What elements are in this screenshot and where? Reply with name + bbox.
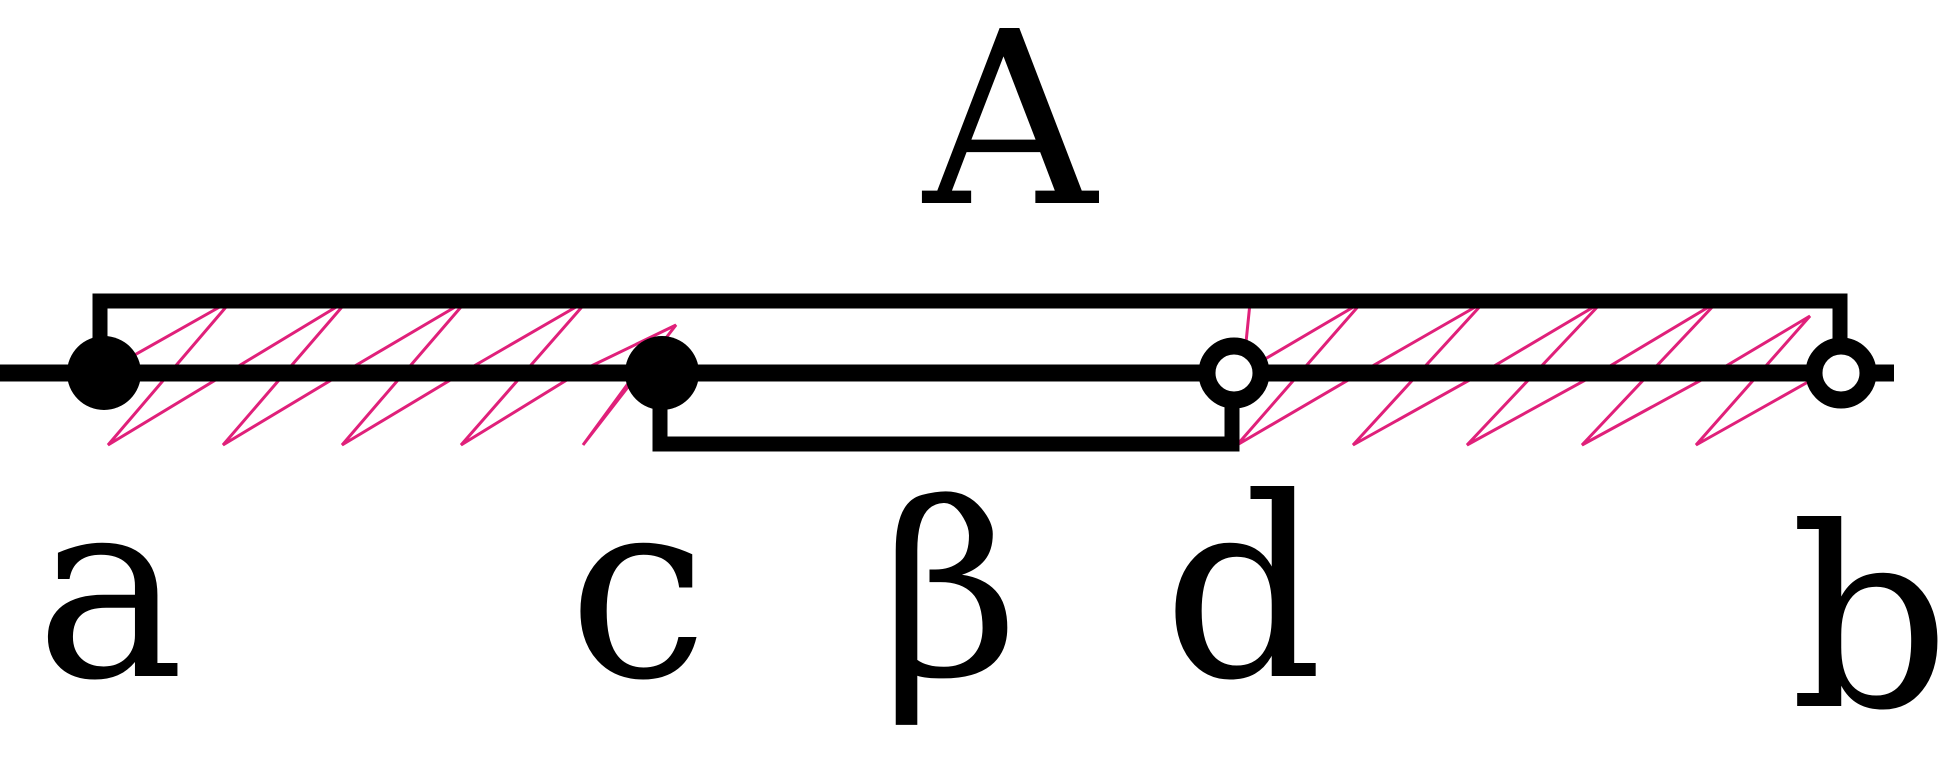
point-c-closed-dot <box>625 336 699 410</box>
point-a-label: a <box>35 444 184 735</box>
beta-bracket <box>652 384 1240 452</box>
point-a-closed-dot <box>67 336 141 410</box>
set-A-bracket <box>92 293 1848 362</box>
point-c-label: c <box>568 444 708 735</box>
point-b-label: b <box>1790 474 1944 764</box>
point-d-open-dot <box>1198 337 1270 409</box>
point-d-label: d <box>1163 444 1323 735</box>
set-A-label: A <box>921 0 1099 260</box>
point-b-open-dot <box>1805 337 1877 409</box>
beta-label: β <box>881 452 1020 732</box>
